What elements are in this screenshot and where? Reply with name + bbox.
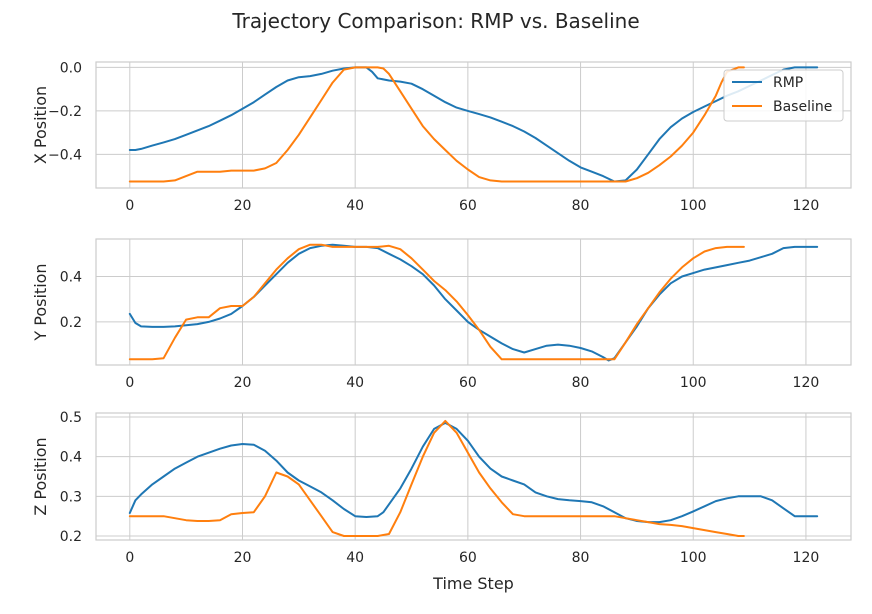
x-tick-label: 120 [793, 198, 820, 214]
legend-label-baseline: Baseline [773, 99, 832, 115]
x-tick-label: 20 [234, 375, 252, 391]
subplots: 0 20 40 60 80 100 120 −0.4 −0.2 0.0 X Position 0 20 4… [31, 60, 852, 593]
axes-frame [95, 238, 852, 366]
series-line-baseline [128, 66, 745, 183]
x-tick-label: 120 [793, 550, 820, 566]
y-tick-label: −0.2 [48, 104, 82, 120]
x-tick-label: 0 [125, 198, 134, 214]
x-tick-label: 40 [346, 550, 364, 566]
subplot-3: 0 20 40 60 80 100 120 0.2 0.3 0.4 0.5 Z Position Tim… [31, 410, 852, 593]
x-tick-label: 60 [459, 198, 477, 214]
y-tick-label: 0.0 [60, 60, 82, 76]
series-line-baseline [128, 419, 745, 537]
y-axis-label: X Position [31, 86, 50, 164]
y-tick-label: 0.5 [60, 410, 82, 426]
x-tick-label: 40 [346, 198, 364, 214]
y-tick-label: 0.2 [60, 315, 82, 331]
x-tick-label: 20 [234, 198, 252, 214]
x-tick-label: 0 [125, 550, 134, 566]
x-tick-label: 60 [459, 375, 477, 391]
y-tick-label: −0.4 [48, 147, 82, 163]
x-tick-label: 0 [125, 375, 134, 391]
x-tick-label: 100 [680, 375, 707, 391]
y-axis-label: Y Position [31, 263, 50, 341]
x-tick-label: 20 [234, 550, 252, 566]
legend: RMP Baseline [723, 69, 844, 122]
y-tick-label: 0.4 [60, 269, 82, 285]
x-tick-label: 40 [346, 375, 364, 391]
series-line-rmp [128, 66, 819, 183]
legend-label-rmp: RMP [773, 75, 803, 91]
x-tick-label: 80 [572, 198, 590, 214]
figure-title: Trajectory Comparison: RMP vs. Baseline [231, 9, 639, 33]
series-line-rmp [128, 243, 819, 362]
axes-frame [95, 61, 852, 189]
x-axis-label: Time Step [432, 574, 514, 593]
x-tick-label: 100 [680, 550, 707, 566]
x-tick-label: 80 [572, 375, 590, 391]
subplot-2: 0 20 40 60 80 100 120 0.2 0.4 Y Position [31, 238, 852, 391]
series-line-baseline [128, 243, 745, 361]
subplot-1: 0 20 40 60 80 100 120 −0.4 −0.2 0.0 X Position [31, 60, 852, 214]
y-tick-label: 0.3 [60, 489, 82, 505]
x-tick-label: 100 [680, 198, 707, 214]
series-line-rmp [128, 421, 819, 524]
x-tick-label: 120 [793, 375, 820, 391]
x-tick-label: 80 [572, 550, 590, 566]
y-tick-label: 0.2 [60, 529, 82, 545]
y-tick-label: 0.4 [60, 450, 82, 466]
y-axis-label: Z Position [31, 437, 50, 515]
x-tick-label: 60 [459, 550, 477, 566]
axes-frame [95, 412, 852, 541]
